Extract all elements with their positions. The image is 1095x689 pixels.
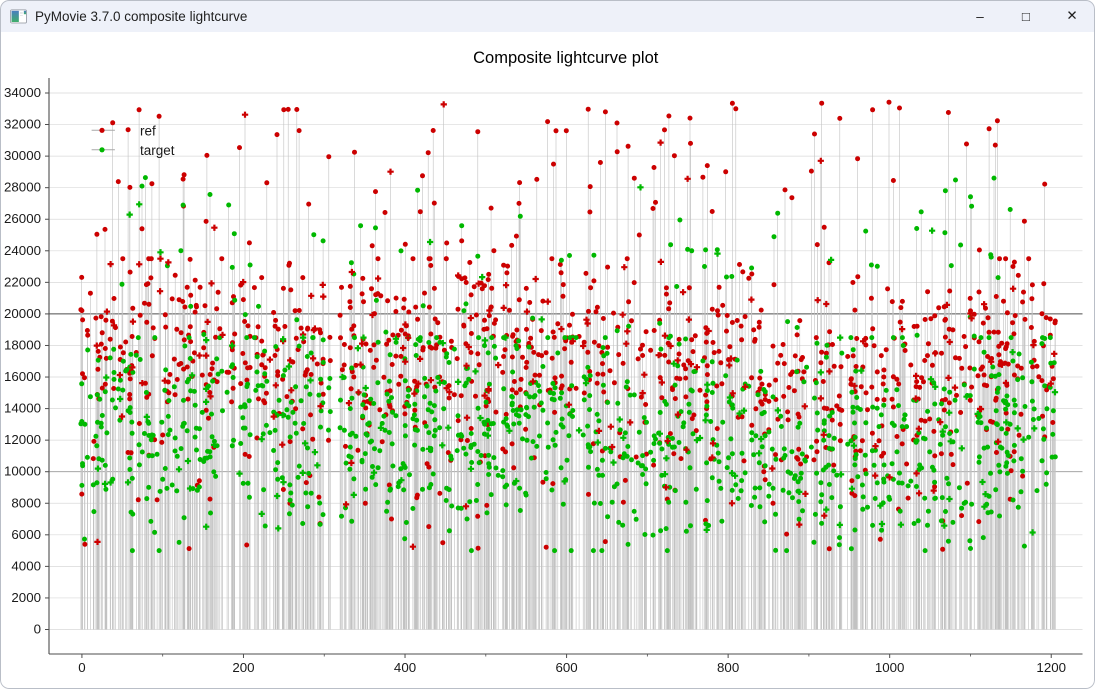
svg-text:20000: 20000 bbox=[4, 306, 41, 321]
svg-text:28000: 28000 bbox=[4, 180, 41, 195]
svg-text:26000: 26000 bbox=[4, 211, 41, 226]
svg-text:10000: 10000 bbox=[4, 464, 41, 479]
svg-text:24000: 24000 bbox=[4, 243, 41, 258]
svg-text:8000: 8000 bbox=[11, 495, 41, 510]
svg-text:1000: 1000 bbox=[875, 660, 905, 675]
svg-text:800: 800 bbox=[717, 660, 739, 675]
svg-text:ref: ref bbox=[140, 123, 156, 138]
svg-text:6000: 6000 bbox=[11, 527, 41, 542]
svg-text:22000: 22000 bbox=[4, 274, 41, 289]
svg-text:0: 0 bbox=[78, 660, 85, 675]
svg-text:32000: 32000 bbox=[4, 117, 41, 132]
svg-text:1200: 1200 bbox=[1036, 660, 1066, 675]
svg-text:18000: 18000 bbox=[4, 337, 41, 352]
svg-text:14000: 14000 bbox=[4, 401, 41, 416]
svg-text:target: target bbox=[140, 143, 175, 158]
svg-text:Composite lightcurve plot: Composite lightcurve plot bbox=[473, 49, 659, 67]
svg-text:0: 0 bbox=[34, 622, 41, 637]
svg-text:2000: 2000 bbox=[11, 590, 41, 605]
svg-text:400: 400 bbox=[394, 660, 416, 675]
svg-text:600: 600 bbox=[555, 660, 577, 675]
svg-text:12000: 12000 bbox=[4, 432, 41, 447]
svg-text:30000: 30000 bbox=[4, 148, 41, 163]
svg-text:4000: 4000 bbox=[11, 558, 41, 573]
svg-text:34000: 34000 bbox=[4, 85, 41, 100]
svg-text:200: 200 bbox=[232, 660, 254, 675]
svg-text:16000: 16000 bbox=[4, 369, 41, 384]
